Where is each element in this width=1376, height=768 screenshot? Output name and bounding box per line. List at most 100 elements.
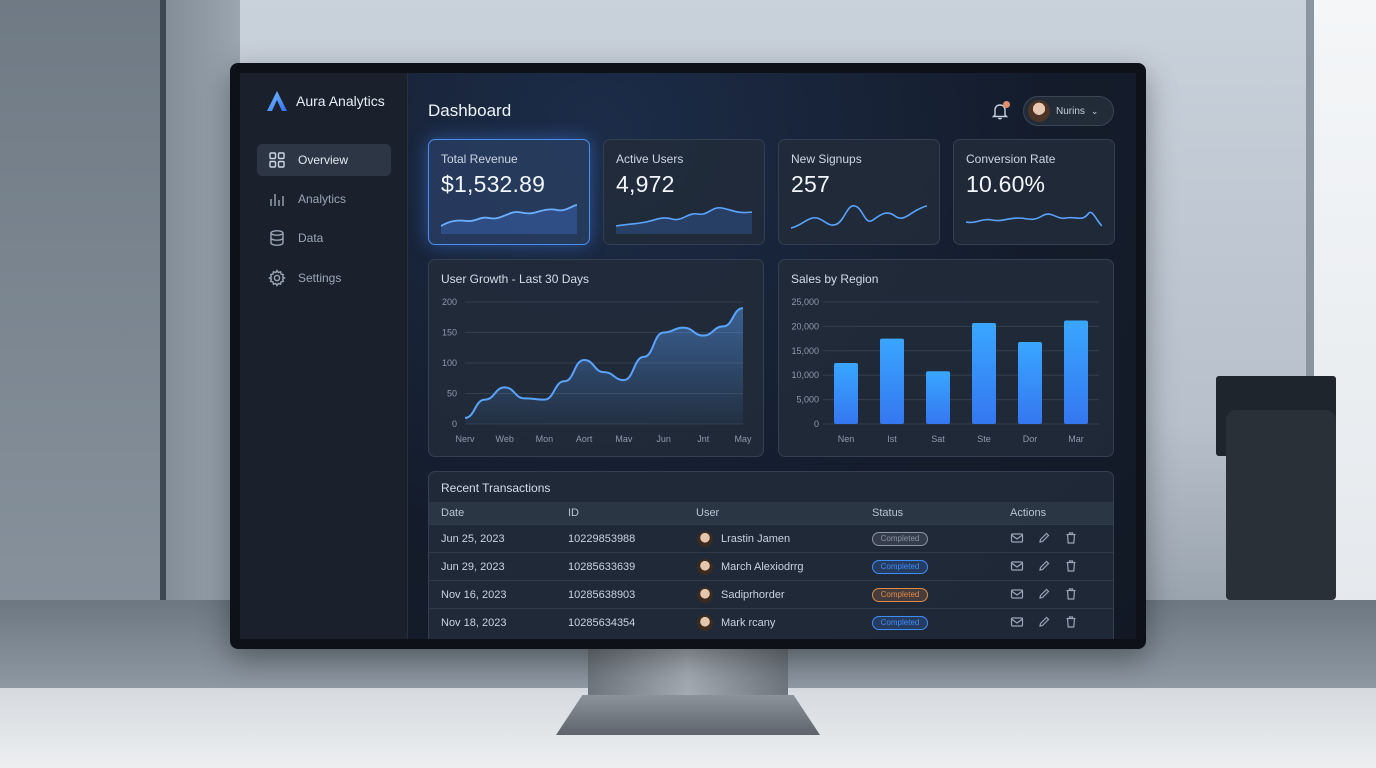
user-growth-chart-card: User Growth - Last 30 Days 0 50 100 150 200 N… <box>428 259 764 457</box>
kpi-card-new-signups[interactable]: New Signups 257 <box>778 139 940 245</box>
mail-icon[interactable] <box>1010 559 1024 573</box>
column-header-actions: Actions <box>1010 507 1047 519</box>
edit-icon[interactable] <box>1037 615 1051 629</box>
cell-date: Jun 29, 2023 <box>441 561 505 573</box>
monitor-base <box>556 695 820 735</box>
mail-icon[interactable] <box>1010 531 1024 545</box>
x-tick-label: Dor <box>1023 434 1038 444</box>
column-header-status[interactable]: Status <box>872 507 904 519</box>
database-icon <box>270 230 284 246</box>
kpi-label: Active Users <box>616 152 684 166</box>
y-tick-label: 50 <box>447 389 457 399</box>
kpi-value: $1,532.89 <box>441 171 546 197</box>
kpi-card-active-users[interactable]: Active Users 4,972 <box>603 139 765 245</box>
avatar <box>697 559 713 575</box>
bar <box>1018 342 1042 424</box>
chart-title: User Growth - Last 30 Days <box>441 272 590 286</box>
brand-name: Aura Analytics <box>296 93 385 109</box>
cell-id: 10285638903 <box>568 589 636 601</box>
y-tick-label: 0 <box>814 419 819 429</box>
sidebar-item-overview[interactable]: Overview <box>257 144 391 176</box>
sidebar-item-settings[interactable]: Settings <box>257 262 391 294</box>
bar <box>1064 320 1088 424</box>
y-tick-label: 25,000 <box>791 297 819 307</box>
status-badge: Completed <box>872 532 928 546</box>
column-header-id[interactable]: ID <box>568 507 579 519</box>
sparkline <box>966 211 1102 227</box>
user-menu[interactable]: Nurins ⌄ <box>1023 96 1114 126</box>
avatar <box>697 615 713 631</box>
notification-dot <box>1003 101 1010 108</box>
x-tick-label: Sat <box>931 434 945 444</box>
chevron-down-icon: ⌄ <box>1090 105 1099 116</box>
x-tick-label: Jnt <box>697 434 710 444</box>
kpi-card-conversion-rate[interactable]: Conversion Rate 10.60% <box>953 139 1115 245</box>
bar <box>972 322 996 424</box>
y-tick-label: 10,000 <box>791 370 819 380</box>
sidebar: Aura Analytics Overview Analytics D <box>240 73 408 639</box>
brand[interactable]: Aura Analytics <box>266 90 385 112</box>
office-wall <box>0 0 240 690</box>
notification-button[interactable] <box>990 101 1010 121</box>
mail-icon[interactable] <box>1010 615 1024 629</box>
edit-icon[interactable] <box>1037 559 1051 573</box>
bar <box>834 363 858 424</box>
table-row[interactable]: Jun 25, 2023 10229853988 Lrastin Jamen Comp… <box>429 524 1113 552</box>
y-tick-label: 20,000 <box>791 321 819 331</box>
kpi-value: 257 <box>791 171 830 197</box>
x-tick-label: Ste <box>977 434 991 444</box>
sidebar-item-data[interactable]: Data <box>257 222 391 254</box>
x-tick-label: Jun <box>656 434 671 444</box>
cell-id: 10285633639 <box>568 561 636 573</box>
grid-icon <box>269 152 285 168</box>
sales-by-region-chart: 0 5,000 10,000 15,000 20,000 25,000 Nen Ist Sat S… <box>791 297 1099 444</box>
kpi-label: Conversion Rate <box>966 152 1056 166</box>
sidebar-item-label: Settings <box>298 271 342 285</box>
kpi-value: 10.60% <box>966 171 1046 197</box>
table-row[interactable]: Jun 29, 2023 10285633639 March Alexiodrrg C… <box>429 552 1113 580</box>
dashboard-screen: Aura Analytics Overview Analytics D <box>240 73 1136 639</box>
brand-logo-icon <box>267 91 287 111</box>
kpi-value: 4,972 <box>616 171 675 197</box>
edit-icon[interactable] <box>1037 587 1051 601</box>
user-growth-chart: 0 50 100 150 200 Nerv Web Mon Aort Mav Jun Jnt May <box>442 297 752 444</box>
avatar <box>697 531 713 547</box>
mail-icon[interactable] <box>1010 587 1024 601</box>
cell-user: Sadiprhorder <box>721 589 785 601</box>
x-tick-label: Aort <box>576 434 593 444</box>
trash-icon[interactable] <box>1064 587 1078 601</box>
chart-title: Sales by Region <box>791 272 879 286</box>
x-tick-label: Ist <box>887 434 897 444</box>
cell-user: March Alexiodrrg <box>721 561 804 573</box>
x-tick-label: Mon <box>536 434 554 444</box>
column-header-user[interactable]: User <box>696 507 720 519</box>
column-header-date[interactable]: Date <box>441 507 465 519</box>
y-tick-label: 5,000 <box>796 395 819 405</box>
status-badge: Completed <box>872 588 928 602</box>
table-row[interactable]: Nov 16, 2023 10285638903 Sadiprhorder Compl… <box>429 580 1113 608</box>
kpi-label: Total Revenue <box>441 152 518 166</box>
edit-icon[interactable] <box>1037 531 1051 545</box>
cell-id: 10229853988 <box>568 533 636 545</box>
sidebar-item-label: Data <box>298 231 324 245</box>
cell-date: Jun 25, 2023 <box>441 533 505 545</box>
bar <box>926 371 950 424</box>
table-title: Recent Transactions <box>441 481 551 495</box>
trash-icon[interactable] <box>1064 559 1078 573</box>
y-tick-label: 0 <box>452 419 457 429</box>
trash-icon[interactable] <box>1064 531 1078 545</box>
cell-user: Lrastin Jamen <box>721 533 791 545</box>
area-fill <box>465 308 743 424</box>
trash-icon[interactable] <box>1064 615 1078 629</box>
table-row[interactable]: Nov 18, 2023 10285634354 Mark rcany Complet… <box>429 608 1113 636</box>
x-tick-label: Nen <box>838 434 855 444</box>
sidebar-item-analytics[interactable]: Analytics <box>257 183 391 215</box>
cell-user: Mark rcany <box>721 617 776 629</box>
y-tick-label: 100 <box>442 358 457 368</box>
recent-transactions-card: Recent Transactions Date ID User Status … <box>428 471 1114 639</box>
sparkline <box>616 206 752 234</box>
x-tick-label: May <box>734 434 752 444</box>
series-line <box>464 307 744 419</box>
x-tick-label: Mar <box>1068 434 1084 444</box>
kpi-card-total-revenue[interactable]: Total Revenue $1,532.89 <box>428 139 590 245</box>
